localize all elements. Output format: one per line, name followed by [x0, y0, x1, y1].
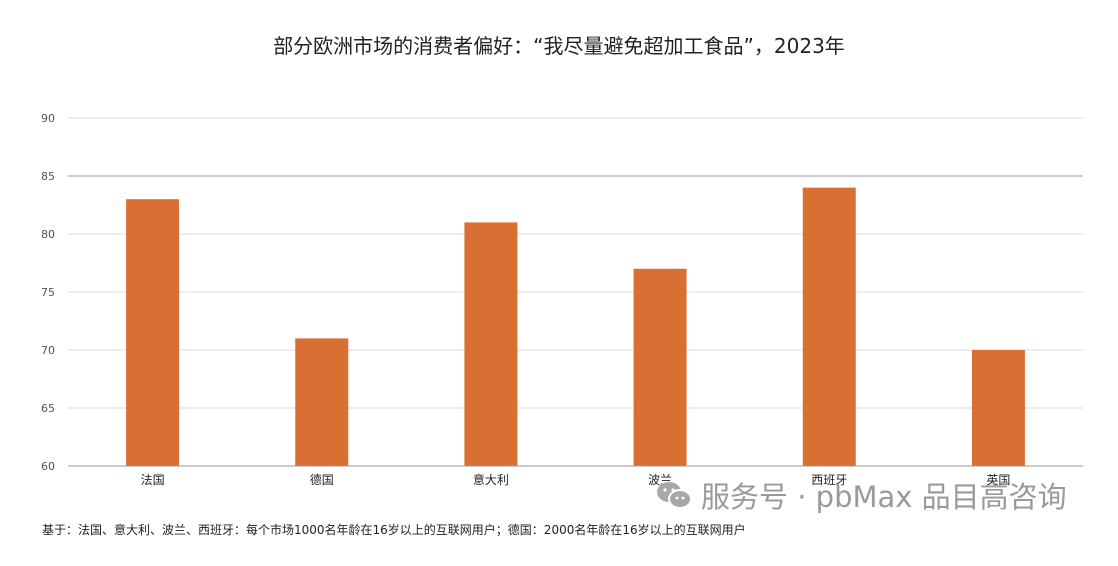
- bar-0: [126, 199, 180, 466]
- bars-layer: [126, 187, 1025, 466]
- y-tick-label: 85: [41, 170, 55, 183]
- chart-title: 部分欧洲市场的消费者偏好：“我尽量避免超加工食品”，2023年: [273, 34, 845, 58]
- y-tick-label: 65: [41, 402, 55, 415]
- y-tick-label: 80: [41, 228, 55, 241]
- x-tick-label: 法国: [141, 473, 165, 487]
- bar-4: [802, 187, 856, 466]
- watermark-text: 服务号 · pbMax 品目高咨询: [701, 480, 1067, 514]
- y-tick-label: 70: [41, 344, 55, 357]
- watermark: 服务号 · pbMax 品目高咨询: [655, 474, 1067, 516]
- y-tick-label: 75: [41, 286, 55, 299]
- bar-1: [295, 338, 349, 466]
- y-tick-label: 90: [41, 112, 55, 125]
- grid-layer: [68, 117, 1083, 409]
- wechat-icon: [657, 482, 692, 509]
- x-tick-label: 德国: [310, 472, 334, 487]
- bar-5: [971, 350, 1025, 466]
- x-tick-label: 意大利: [473, 472, 509, 487]
- bar-3: [633, 268, 687, 466]
- x-tick-label: 西班牙: [811, 473, 847, 487]
- y-tick-label: 60: [41, 460, 55, 473]
- footnote: 基于：法国、意大利、波兰、西班牙：每个市场1000名年龄在16岁以上的互联网用户…: [42, 523, 746, 537]
- bar-2: [464, 222, 518, 466]
- x-tick-label: 英国: [986, 473, 1010, 487]
